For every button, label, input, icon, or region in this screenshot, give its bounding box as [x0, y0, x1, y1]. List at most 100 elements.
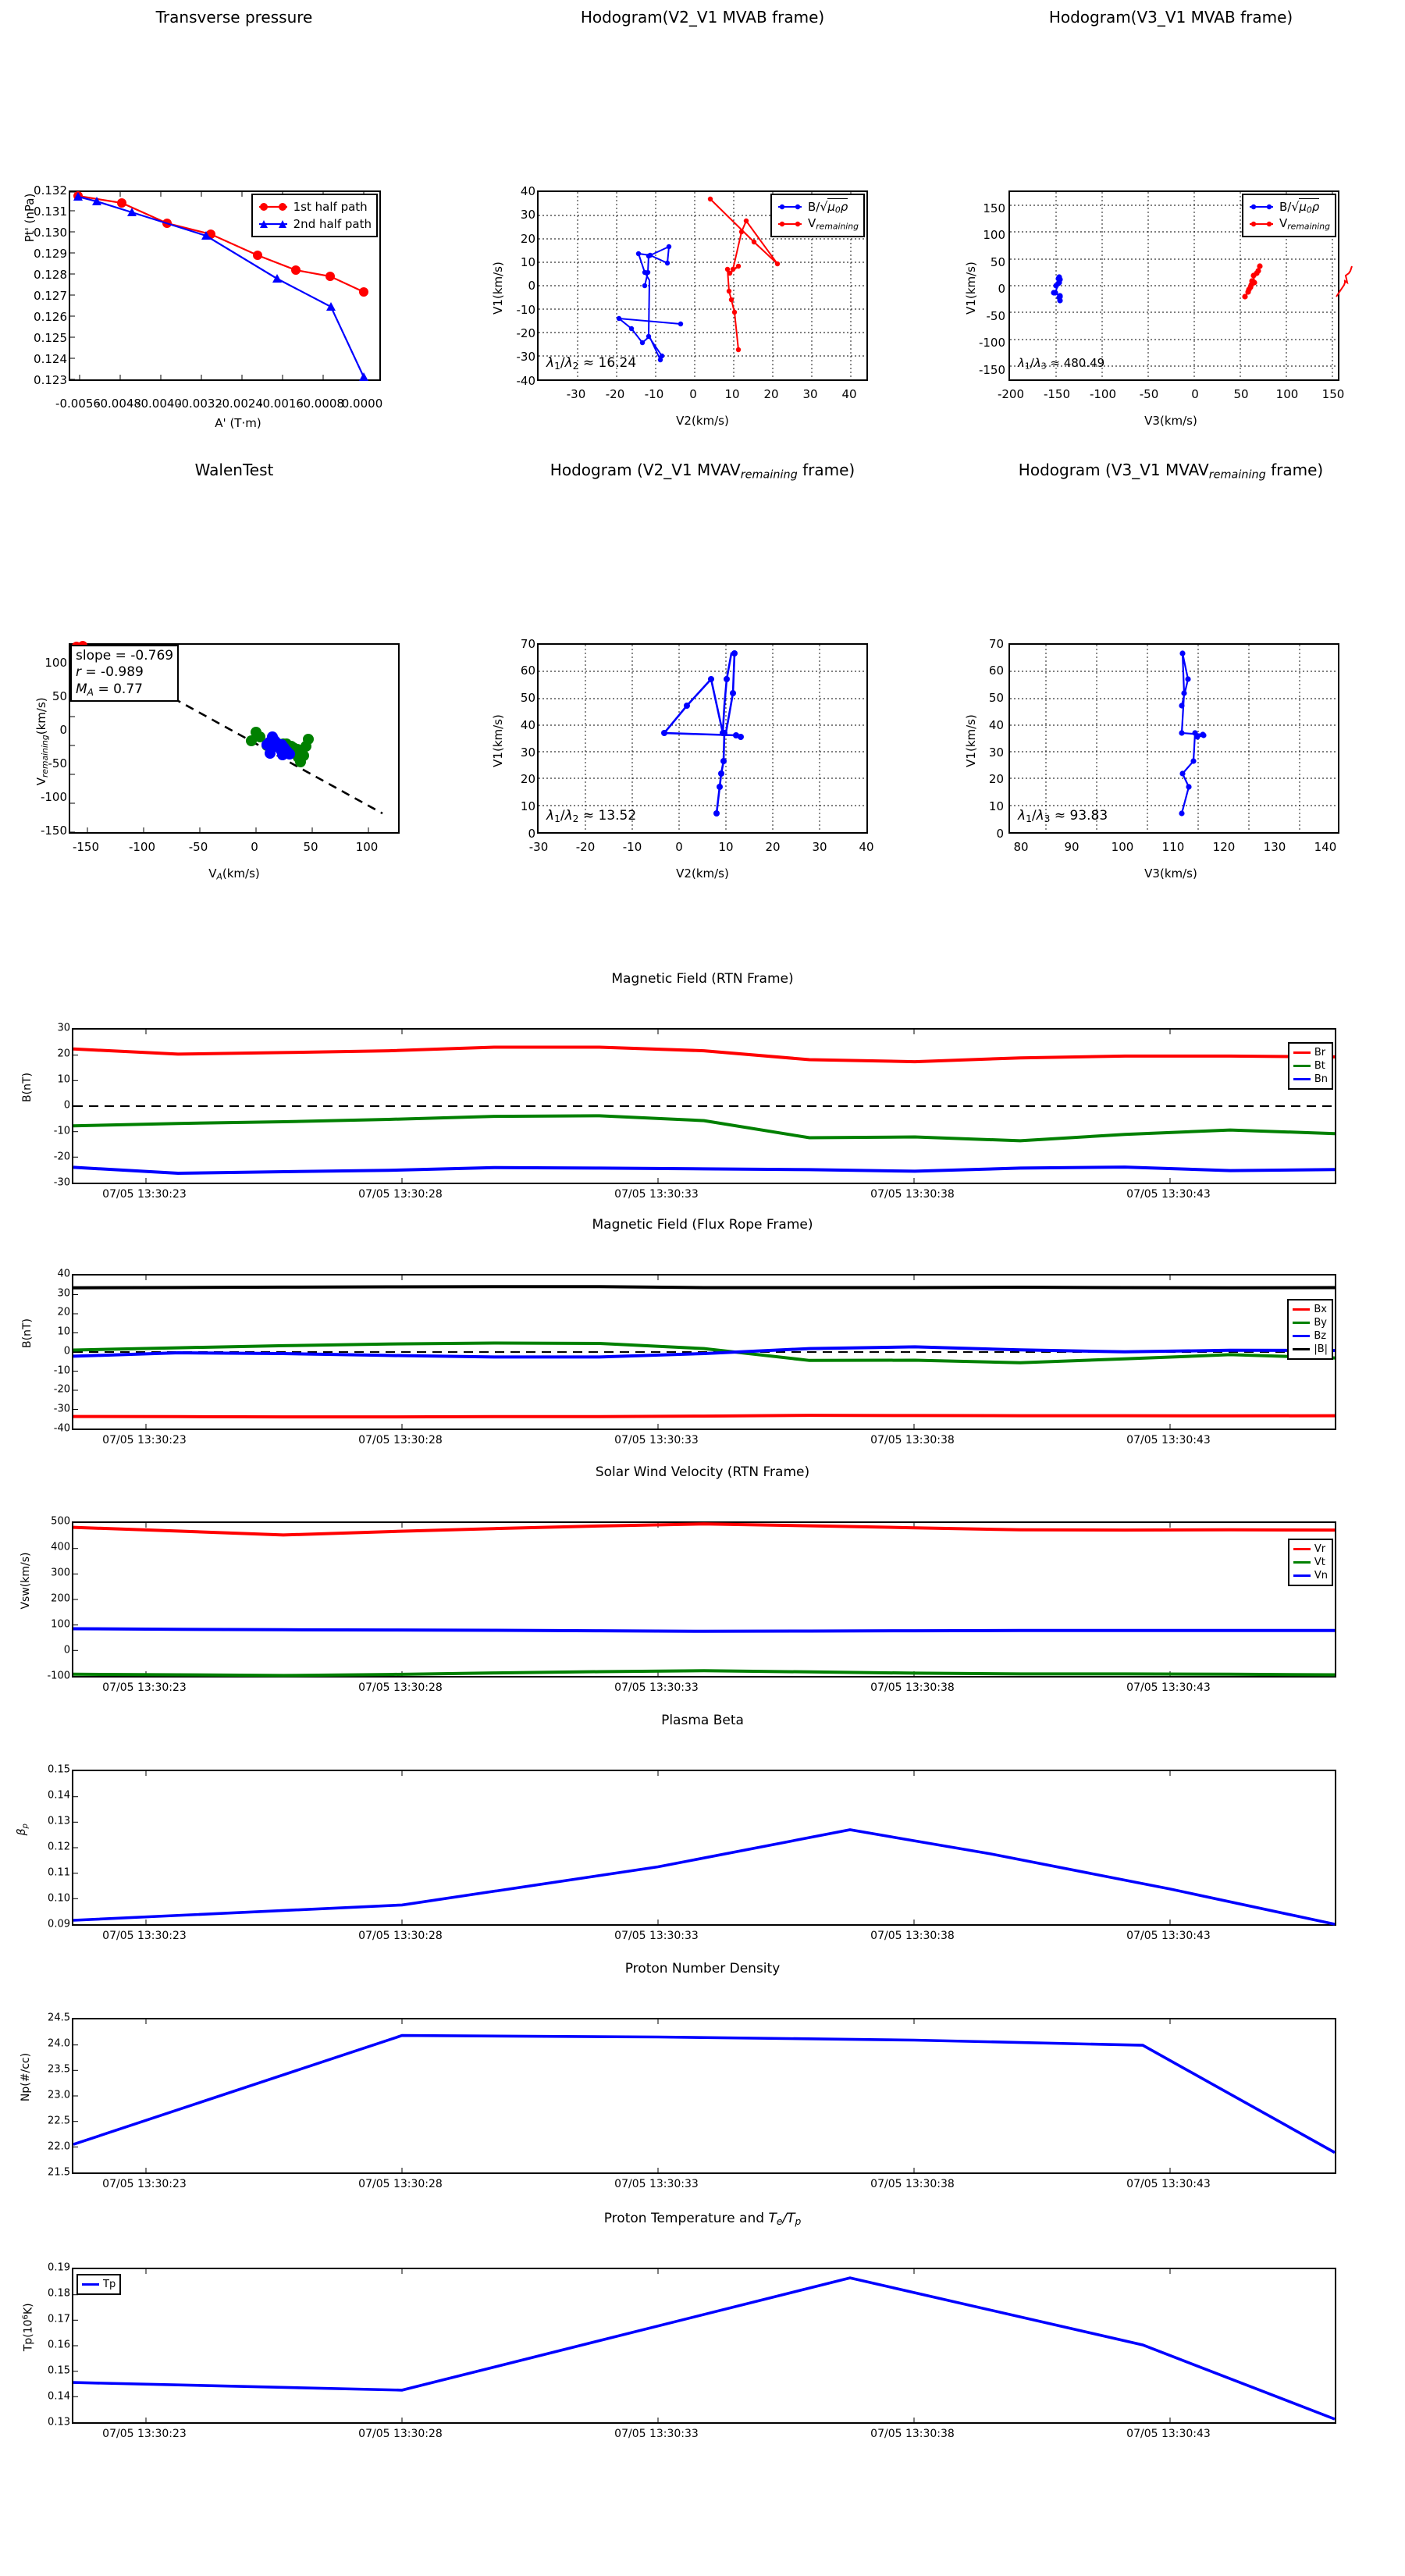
legend-item-br: Br: [1293, 1046, 1328, 1059]
panel-title: Magnetic Field (RTN Frame): [611, 971, 794, 987]
xtick: -150: [1043, 387, 1071, 401]
legend-label-tp: Tp: [103, 2279, 116, 2290]
ytick: 30: [988, 745, 1004, 760]
xtick: 140: [1314, 840, 1337, 854]
plot-area: B/√μ0ρ Vremaining λ1/λ3 ≈ 480.49: [1008, 190, 1353, 381]
xtick: 07/05 13:30:23: [102, 2178, 187, 2190]
ytick: 50: [988, 691, 1004, 705]
xtick: 20: [763, 387, 779, 401]
ytick: -150: [978, 363, 1005, 377]
legend-marker-line-blue: [1249, 204, 1273, 210]
ytick: 0.131: [34, 205, 67, 219]
ytick: 0.15: [48, 2364, 70, 2377]
xtick: 07/05 13:30:33: [614, 1681, 699, 1694]
ytick: 0.125: [34, 331, 67, 345]
panel-hodogram-v3v1-mvav: Hodogram (V3_V1 MVAVremaining frame) V1(…: [937, 453, 1405, 890]
ytick: -100: [40, 790, 67, 804]
ytick: 0.13: [48, 2416, 70, 2428]
legend-swatch-bn: [1293, 1078, 1311, 1080]
ytick: 0.128: [34, 268, 67, 282]
legend-marker-circle: [258, 203, 287, 211]
panel-hodogram-v3v1-mvab: Hodogram(V3_V1 MVAB frame) V1(km/s) V3(k…: [937, 0, 1405, 437]
legend-item-bn: Bn: [1293, 1073, 1328, 1086]
xtick: 20: [765, 840, 781, 854]
legend-swatch-bx: [1293, 1308, 1311, 1311]
plot-area: Tp: [72, 2268, 1336, 2424]
xtick: 07/05 13:30:38: [870, 2428, 955, 2440]
legend-label-alfven: B/√μ0ρ: [807, 197, 848, 215]
ytick: -20: [53, 1383, 70, 1396]
xtick: 07/05 13:30:38: [870, 1930, 955, 1942]
ytick: -10: [53, 1125, 70, 1137]
axis-label-x-main: V: [208, 866, 217, 881]
legend-label-by: By: [1314, 1317, 1327, 1329]
legend-swatch-bt: [1293, 1065, 1311, 1067]
legend-label-br: Br: [1314, 1047, 1326, 1059]
panel-title-suffix: frame): [797, 461, 855, 479]
xtick: -20: [605, 387, 625, 401]
xtick: -0.0016: [258, 397, 304, 411]
xtick: 07/05 13:30:28: [358, 2428, 443, 2440]
legend-label-vn: Vn: [1314, 1570, 1328, 1582]
legend-marker-line-red: [1249, 221, 1273, 227]
ytick: 0.132: [34, 183, 67, 197]
ytick: -50: [48, 756, 68, 770]
legend-marker-line-red: [777, 221, 802, 227]
panel-title: Hodogram(V3_V1 MVAB frame): [1048, 8, 1293, 27]
ytick: -20: [516, 326, 536, 340]
xtick: -100: [1089, 387, 1117, 401]
xtick: 07/05 13:30:33: [614, 2178, 699, 2190]
ytick: -100: [978, 336, 1005, 350]
ytick: -30: [516, 350, 536, 364]
plot-area: Bx By Bz |B|: [72, 1274, 1336, 1430]
ytick: 30: [57, 1022, 70, 1034]
legend-marker-line-blue: [777, 204, 802, 210]
xtick: 07/05 13:30:38: [870, 1434, 955, 1446]
plot-area: slope = -0.769 r = -0.989 MA = 0.77: [69, 641, 400, 834]
legend-label-babs: |B|: [1314, 1343, 1328, 1355]
panel-title: WalenTest: [194, 461, 274, 479]
ytick: 0.09: [48, 1918, 70, 1930]
legend-item-bt: Bt: [1293, 1059, 1328, 1073]
xtick: 07/05 13:30:23: [102, 1434, 187, 1446]
xtick: 90: [1064, 840, 1080, 854]
panel-title-prefix: Proton Temperature and: [603, 2211, 769, 2226]
ytick: -30: [53, 1176, 70, 1189]
xtick: 0.0000: [341, 397, 383, 411]
xtick: 100: [1275, 387, 1299, 401]
ytick: 24.5: [48, 2012, 70, 2024]
ytick: 400: [51, 1541, 70, 1553]
legend-label-bx: Bx: [1314, 1304, 1327, 1315]
xtick: 10: [718, 840, 734, 854]
legend-marker-triangle: [258, 220, 287, 228]
ytick: 0.18: [48, 2287, 70, 2300]
xtick: 0: [251, 840, 258, 854]
panel-walen-test: WalenTest Vremaining(km/s) VA(km/s) -150…: [0, 453, 468, 890]
ytick: 0: [998, 282, 1005, 296]
axis-label-x-sub: A: [216, 871, 222, 882]
legend: B/√μ0ρ Vremaining: [1241, 194, 1336, 237]
ytick: 10: [520, 799, 535, 813]
ytick: 40: [57, 1268, 70, 1280]
legend: B/√μ0ρ Vremaining: [770, 194, 865, 237]
legend-item-alfven-velocity: B/√μ0ρ: [1248, 197, 1330, 215]
ytick: 0: [528, 827, 535, 841]
ytick: 60: [520, 664, 535, 678]
ytick: -10: [53, 1364, 70, 1377]
xtick: -10: [622, 840, 642, 854]
walen-alfven-mach: MA = 0.77: [76, 681, 143, 698]
legend-label-vr: Vr: [1314, 1543, 1326, 1555]
ytick: 0.12: [48, 1841, 70, 1853]
ytick: 0.16: [48, 2339, 70, 2351]
ytick: 20: [520, 232, 535, 246]
legend-label-bn: Bn: [1314, 1073, 1328, 1085]
ytick: 20: [520, 772, 535, 786]
panel-title: Plasma Beta: [661, 1713, 744, 1728]
legend-item-v-remaining: Vremaining: [1248, 215, 1330, 233]
legend: Tp: [76, 2274, 122, 2295]
xtick: 07/05 13:30:43: [1126, 1188, 1211, 1201]
ytick: 10: [988, 799, 1004, 813]
xtick: -0.0048: [96, 397, 141, 411]
xtick: -200: [997, 387, 1025, 401]
xtick: 07/05 13:30:43: [1126, 2428, 1211, 2440]
